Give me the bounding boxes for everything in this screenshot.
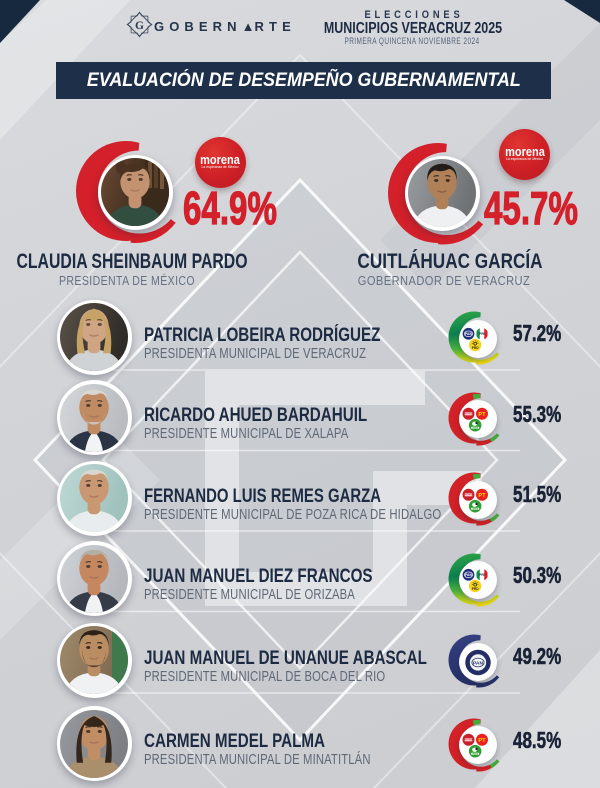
svg-text:morena: morena [464,739,473,742]
svg-text:VERDE: VERDE [472,427,479,429]
svg-text:PRD: PRD [472,345,479,349]
svg-text:PRI: PRI [479,332,485,336]
svg-text:PAN: PAN [465,332,472,336]
svg-text:PT: PT [478,738,486,744]
svg-text:PRI: PRI [479,573,485,577]
svg-text:G: G [135,20,144,32]
svg-text:VERDE: VERDE [472,753,479,755]
svg-text:PT: PT [478,492,486,498]
svg-text:VERDE: VERDE [472,508,479,510]
svg-text:morena: morena [464,493,473,496]
svg-text:morena: morena [464,413,473,416]
svg-text:PAN: PAN [465,573,472,577]
svg-text:PT: PT [478,412,486,418]
svg-text:PAN: PAN [473,660,483,666]
svg-text:PRD: PRD [472,587,479,591]
